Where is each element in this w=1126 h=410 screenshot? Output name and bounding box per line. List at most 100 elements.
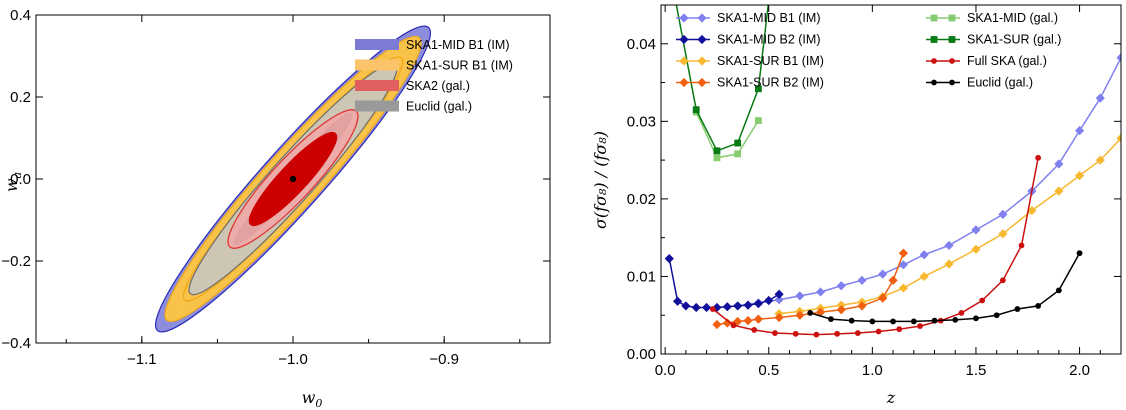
point-ska1-sur-b2-im: [733, 316, 743, 327]
point-full-ska-gal: [854, 330, 861, 336]
point-ska1-mid-b1-im: [1074, 126, 1085, 136]
point-ska1-mid-b1-im: [1116, 53, 1121, 63]
legend-marker: [930, 36, 938, 43]
point-euclid-gal: [890, 318, 896, 325]
point-ska1-mid-b2-im: [722, 302, 732, 312]
point-ska1-mid-b1-im: [971, 225, 981, 235]
point-ska1-sur-b2-im: [722, 318, 732, 328]
right-legend-item-ska1-sur-b1-im: SKA1-SUR B1 (IM): [676, 54, 824, 68]
right-legend-label-ska1-sur-b2-im: SKA1-SUR B2 (IM): [717, 76, 824, 90]
right-y-tick-label: 0.03: [627, 113, 656, 130]
series-ska1-mid-gal: [692, 108, 762, 162]
point-euclid-gal: [1014, 306, 1021, 312]
point-ska1-sur-b2-im: [857, 301, 867, 311]
point-ska1-mid-b2-im: [753, 298, 763, 309]
point-ska1-mid-b1-im: [815, 287, 826, 297]
right-legend-item-full-ska-gal: Full SKA (gal.): [926, 54, 1047, 68]
left-legend-label-euclid-gal: Euclid (gal.): [406, 100, 472, 114]
point-ska1-mid-b2-im: [691, 302, 701, 313]
point-euclid-gal: [807, 309, 814, 316]
point-ska1-sur-b1-im: [898, 283, 909, 293]
point-ska1-sur-b1-im: [1074, 171, 1085, 181]
point-ska1-mid-gal: [713, 154, 721, 162]
series-ska1-sur-gal: [675, 5, 769, 155]
point-full-ska-gal: [979, 297, 986, 304]
right-legend-label-euclid-gal: Euclid (gal.): [967, 76, 1033, 90]
point-euclid-gal: [973, 315, 979, 322]
point-ska1-sur-b2-im: [743, 316, 753, 326]
point-ska1-sur-b2-im: [878, 293, 888, 303]
left-y-axis-title: wa: [2, 172, 24, 192]
point-euclid-gal: [1055, 287, 1062, 294]
right-legend-label-ska1-mid-b2-im: SKA1-MID B2 (IM): [717, 33, 821, 47]
point-ska1-mid-b1-im: [919, 250, 929, 260]
left-legend-swatch-ska1-sur-b1-im: [355, 59, 399, 71]
left-legend-label-ska2-gal: SKA2 (gal.): [406, 79, 470, 93]
left-legend-label-ska1-mid-b1-im: SKA1-MID B1 (IM): [406, 38, 510, 52]
point-ska1-mid-b2-im: [664, 254, 674, 264]
point-ska1-mid-b1-im: [944, 240, 954, 251]
point-ska1-mid-b2-im: [672, 296, 683, 306]
legend-marker: [948, 14, 956, 22]
point-ska1-sur-b2-im: [712, 319, 722, 330]
point-ska1-mid-b1-im: [836, 281, 846, 291]
legend-marker: [948, 36, 956, 43]
right-legend-item-ska1-sur-b2-im: SKA1-SUR B2 (IM): [676, 76, 824, 90]
point-ska1-sur-b1-im: [919, 271, 929, 282]
point-ska1-mid-gal: [754, 117, 762, 124]
point-full-ska-gal: [834, 330, 841, 337]
left-y-tick-label: 0.0: [10, 171, 31, 188]
line-panel: 0.0 0.5 1.0 1.5 2.0 0.00 0.01 0.02 0.03 0.04 SKA1…: [591, 4, 1122, 407]
point-ska1-sur-b2-im: [815, 307, 826, 317]
point-ska1-sur-b1-im: [1116, 133, 1121, 143]
point-ska1-mid-b1-im: [795, 291, 805, 301]
right-x-tick-label: 1.0: [862, 362, 883, 379]
right-legend-item-euclid-gal: Euclid (gal.): [926, 76, 1033, 90]
point-full-ska-gal: [751, 327, 758, 333]
right-legend-label-ska1-sur-gal: SKA1-SUR (gal.): [967, 33, 1061, 47]
point-ska1-sur-b1-im: [1054, 186, 1064, 196]
point-ska1-sur-b2-im: [836, 305, 846, 315]
point-ska1-sur-b1-im: [1095, 155, 1105, 165]
right-y-tick-label: 0.04: [627, 36, 656, 53]
point-euclid-gal: [910, 318, 917, 325]
point-ska1-sur-b1-im: [1027, 205, 1037, 216]
right-legend-label-ska1-mid-b1-im: SKA1-MID B1 (IM): [717, 11, 821, 25]
point-ska1-sur-b1-im: [971, 244, 981, 254]
point-full-ska-gal: [772, 330, 778, 336]
point-ska1-mid-b1-im: [878, 269, 888, 279]
left-legend-swatch-euclid-gal: [355, 100, 399, 112]
point-ska1-sur-gal: [692, 106, 700, 114]
left-x-axis-title: w0: [302, 388, 323, 410]
point-full-ska-gal: [730, 322, 737, 329]
point-full-ska-gal: [1035, 154, 1042, 161]
point-ska1-mid-b1-im: [774, 295, 784, 305]
right-legend-label-ska1-mid-gal: SKA1-MID (gal.): [967, 11, 1058, 25]
right-legend-item-ska1-mid-gal: SKA1-MID (gal.): [926, 11, 1058, 25]
point-full-ska-gal: [792, 330, 799, 337]
point-ska1-mid-b1-im: [857, 275, 867, 285]
left-legend-swatch-ska1-mid-b1-im: [355, 39, 399, 50]
point-full-ska-gal: [958, 309, 965, 316]
legend-marker: [931, 58, 937, 64]
legend-marker: [697, 13, 707, 23]
point-euclid-gal: [828, 316, 834, 322]
point-euclid-gal: [931, 317, 938, 324]
point-ska1-mid-b1-im: [898, 260, 909, 270]
point-euclid-gal: [1076, 250, 1083, 257]
legend-marker: [697, 56, 707, 66]
point-euclid-gal: [869, 318, 876, 325]
left-legend-swatch-ska2-gal: [355, 80, 399, 91]
right-legend-item-ska1-mid-b1-im: SKA1-MID B1 (IM): [676, 11, 821, 25]
series-ska1-mid-b2-im: [664, 254, 784, 313]
left-legend-label-ska1-sur-b1-im: SKA1-SUR B1 (IM): [406, 59, 513, 73]
legend-marker: [931, 79, 937, 86]
point-ska1-sur-gal: [734, 139, 742, 147]
point-euclid-gal: [952, 316, 959, 323]
right-legend-label-ska1-sur-b1-im: SKA1-SUR B1 (IM): [717, 54, 824, 68]
point-ska1-sur-gal: [713, 147, 721, 155]
point-full-ska-gal: [917, 323, 923, 329]
point-full-ska-gal: [813, 331, 820, 338]
left-y-tick-label: −0.4: [1, 335, 31, 352]
